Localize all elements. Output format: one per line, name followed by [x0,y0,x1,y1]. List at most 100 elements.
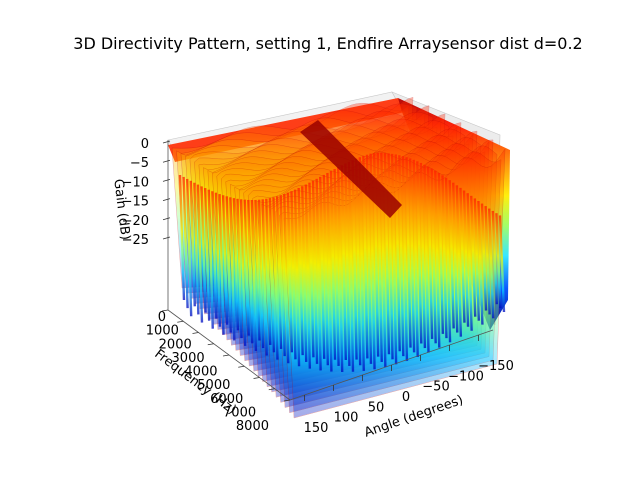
surface-lobe [488,208,495,319]
x-tick-label: 50 [368,400,385,415]
surface-lobe [448,180,455,329]
surface-lobe [286,192,294,353]
surface-lobe [495,213,502,309]
y-tick-label: 1000 [146,324,179,339]
surface-lobe [243,199,250,336]
surface-lobe [207,189,214,329]
z-tick-mark [162,198,171,201]
surface-lobe [466,193,473,331]
surface-lobe [290,191,297,360]
z-axis-label: Gain (dB) [110,178,132,241]
y-tick-mark [207,343,214,346]
surface-lobe [236,198,243,339]
surface-lobe [498,215,506,313]
surface-lobe [401,156,409,361]
x-tick-label: −150 [478,359,514,374]
z-tick-label: −25 [122,233,149,248]
y-tick-mark [238,365,245,368]
z-tick-mark [162,236,171,240]
surface-lobe [293,189,301,367]
surface-lobe [340,165,347,361]
surface-lobe [196,184,204,323]
y-tick-mark [268,388,275,391]
surface-lobe [452,182,459,333]
surface-lobe [354,158,362,366]
surface-lobe [200,186,207,313]
surface-lobe [232,198,240,331]
surface-lobe [455,185,463,337]
surface-lobe [193,182,200,315]
y-tick-mark [222,354,230,357]
surface-lobe [337,167,344,373]
x-tick-label: 100 [334,411,359,426]
surface-lobe [326,172,333,372]
z-tick-label: −15 [122,195,149,210]
y-tick-label: 2000 [159,337,192,352]
surface-lobe [203,188,211,321]
y-tick-mark [283,399,291,402]
y-tick-label: 0 [158,310,166,325]
y-tick-label: 7000 [223,405,256,420]
surface-lobe [347,161,355,372]
surface-lobe [311,180,319,364]
surface-lobe [473,198,481,321]
surface-lobe [261,199,268,356]
surface-lobe [275,196,283,349]
surface-lobe [387,153,394,360]
surface-lobe [358,157,365,371]
surface-lobe [322,174,330,366]
surface-lobe [444,177,452,343]
surface-lobe [268,198,276,353]
surface-lobe [279,195,286,357]
x-tick-label: 0 [402,390,410,405]
surface-lobe [459,187,466,323]
surface-lobe [329,170,337,360]
surface-lobe [297,187,304,356]
surface-lobe [430,168,437,344]
surface-lobe [491,210,499,305]
x-tick-label: 150 [304,421,329,436]
surface-lobe [225,196,232,333]
chart-title: 3D Directivity Pattern, setting 1, Endfi… [73,34,582,53]
y-tick-mark [192,332,199,334]
y-tick-mark [177,320,184,323]
y-tick-mark [253,377,260,379]
surface-lobe [419,162,427,349]
surface-lobe [308,182,315,358]
surface-lobe [412,159,419,357]
surface-main-lobe [300,120,402,218]
z-tick-label: 0 [141,137,149,152]
surface-lobe [434,170,441,348]
surface-lobe [265,198,272,345]
surface-lobe [423,164,430,353]
surface-lobe [182,176,189,309]
y-tick-label: 5000 [197,378,230,393]
surface-lobe [315,178,322,371]
y-tick-mark [161,309,169,312]
surface-lobe [470,195,477,317]
surface-lobe [398,155,405,357]
z-tick-label: −10 [122,175,149,190]
x-axis-ticks: 150 100 50 0 −50−100−150 [304,335,514,436]
surface-lobe [301,186,308,362]
surface-lobe [185,178,193,317]
surface-lobe [257,199,265,349]
surface-lobe [272,197,279,360]
surface-lobe [221,195,229,325]
surface-lobe [189,180,196,307]
z-tick-label: −20 [122,214,149,229]
surface-lobe [477,200,484,325]
surface-lobe [247,199,254,344]
surface-lobe [484,206,491,315]
z-tick-mark [162,159,171,163]
y-tick-label: 3000 [172,351,205,366]
y-tick-label: 6000 [210,392,243,407]
x-tick-label: −100 [448,369,484,384]
surface-lobe [390,153,398,365]
z-tick-mark [162,217,171,221]
surface-lobe [441,175,448,339]
surface-lobe [383,153,391,355]
surface-lobe [304,184,312,369]
